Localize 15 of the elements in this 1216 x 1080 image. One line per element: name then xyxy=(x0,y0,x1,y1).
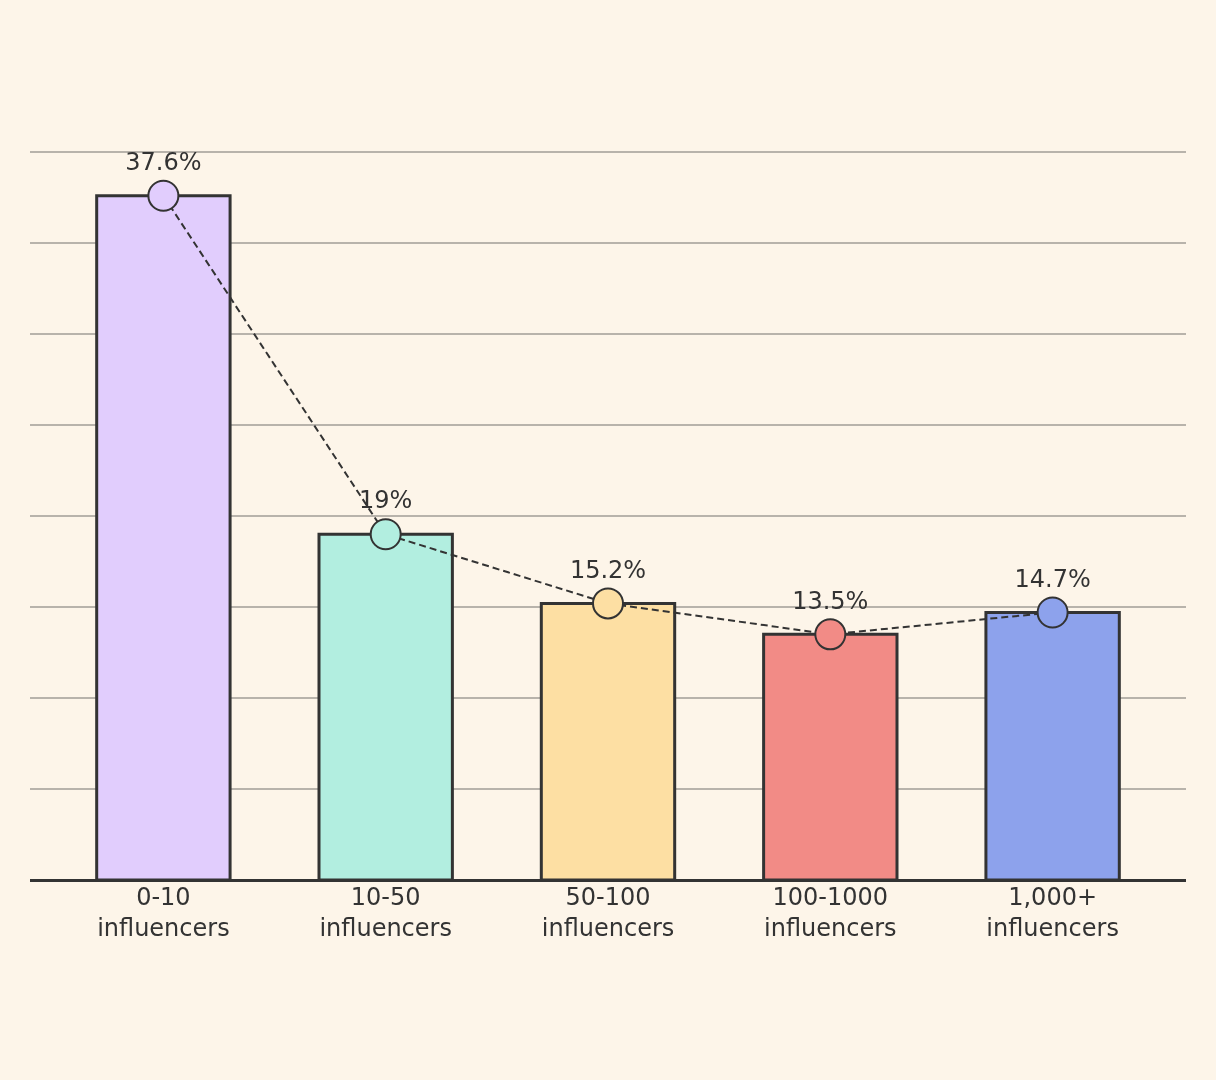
data-label: 14.7% xyxy=(1014,564,1091,593)
point xyxy=(369,518,402,551)
point xyxy=(147,179,180,212)
x-tick-label: 10-50 influencers xyxy=(319,883,452,943)
data-label: 19% xyxy=(359,486,413,515)
point xyxy=(1036,596,1069,629)
x-tick-label: 100-1000 influencers xyxy=(764,883,897,943)
point xyxy=(814,618,847,651)
x-tick-label: 0-10 influencers xyxy=(97,883,230,943)
data-label: 37.6% xyxy=(125,148,202,176)
data-label: 13.5% xyxy=(792,586,869,615)
data-label: 15.2% xyxy=(569,555,647,584)
point xyxy=(592,587,624,620)
x-tick-label: 1,000+ influencers xyxy=(986,883,1119,943)
x-tick-label: 50-100 influencers xyxy=(541,883,675,943)
